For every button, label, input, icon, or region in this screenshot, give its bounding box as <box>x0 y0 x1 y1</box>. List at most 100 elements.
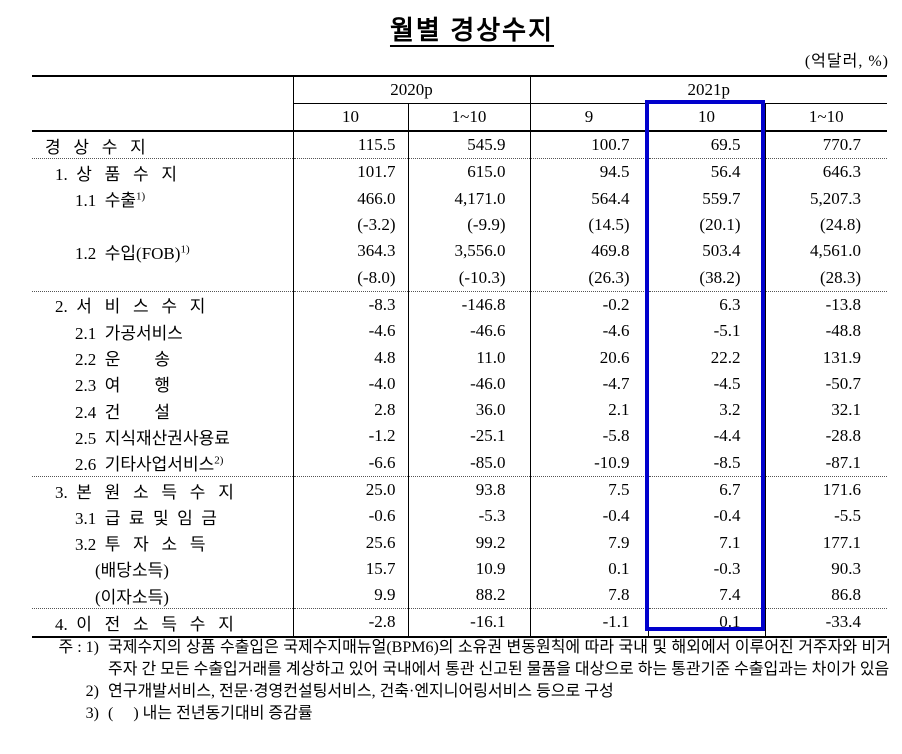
header-col-2021-9: 9 <box>530 103 649 132</box>
value-cell: -1.2 <box>293 423 409 450</box>
value-cell: -0.4 <box>530 503 649 530</box>
title-wrap: 월별 경상수지 <box>0 10 902 47</box>
value-cell: 22.2 <box>648 344 766 371</box>
table-row: 1. 상 품 수 지 101.7 615.0 94.5 56.4 646.3 <box>32 158 887 186</box>
value-cell: -50.7 <box>825 373 862 393</box>
value-cell: 36.0 <box>408 396 531 424</box>
value-cell: 7.4 <box>648 582 766 610</box>
value-cell: -25.1 <box>408 423 531 450</box>
value-cell: 101.7 <box>293 158 409 186</box>
table-row: (배당소득) 15.7 10.9 0.1 -0.3 90.3 <box>32 555 887 583</box>
row-label: 3.1 급 료 및 임 금 <box>32 503 294 530</box>
row-label: 2.5 지식재산권사용료 <box>32 423 294 450</box>
value-cell: 466.0 <box>293 185 409 212</box>
row-label: 2.2 운 송 <box>32 344 294 371</box>
table-row: 2.1 가공서비스 -4.6 -46.6 -4.6 -5.1 -48.8 <box>32 318 887 345</box>
value-cell: -1.1 <box>530 608 649 638</box>
value-cell: 90.3 <box>831 558 862 578</box>
value-cell: (24.8) <box>819 215 862 235</box>
table-row: (-8.0) (-10.3) (26.3) (38.2) (28.3) <box>32 264 888 292</box>
value-cell: -10.9 <box>530 449 649 477</box>
value-cell: 9.9 <box>293 582 409 610</box>
value-cell: 7.1 <box>648 529 766 556</box>
value-cell: -4.0 <box>293 370 409 397</box>
value-cell: 469.8 <box>530 238 649 265</box>
header-group-2021p: 2021p <box>530 76 888 104</box>
table-row: 1.1 수출1) 466.0 4,171.0 564.4 559.7 5,207.3 <box>32 185 887 212</box>
value-cell: 11.0 <box>408 344 531 371</box>
value-cell: 5,207.3 <box>810 188 862 208</box>
value-cell: -0.6 <box>293 503 409 530</box>
value-cell: -5.8 <box>530 423 649 450</box>
value-cell: 646.3 <box>822 162 862 182</box>
value-cell: 2.1 <box>530 396 649 424</box>
value-cell: 559.7 <box>648 185 766 212</box>
row-label: 2.4 건 설 <box>32 396 294 424</box>
value-cell: 6.7 <box>648 476 766 504</box>
value-cell: 3,556.0 <box>408 238 531 265</box>
value-cell: 94.5 <box>530 158 649 186</box>
table-row: (-3.2) (-9.9) (14.5) (20.1) (24.8) <box>32 211 887 239</box>
table-row: 2.6 기타사업서비스2) -6.6 -85.0 -10.9 -8.5 -87.1 <box>32 449 888 477</box>
value-cell: 7.5 <box>530 476 649 504</box>
footnotes: 주 : 1) 국제수지의 상품 수출입은 국제수지매뉴얼(BPM6)의 소유권 … <box>35 637 892 725</box>
row-label <box>32 211 294 239</box>
value-cell: 545.9 <box>408 131 531 160</box>
value-cell: 86.8 <box>765 582 888 610</box>
value-cell: 56.4 <box>648 158 766 186</box>
row-label: 4. 이 전 소 득 수 지 <box>32 608 294 638</box>
value-cell: (-10.3) <box>408 264 531 292</box>
value-cell: 7.8 <box>530 582 649 610</box>
balance-table: 2020p 2021p 10 1~10 9 10 1~10 경 상 수 지 11… <box>32 75 888 638</box>
row-label: 경 상 수 지 <box>32 131 294 160</box>
value-cell: -2.8 <box>293 608 409 638</box>
value-cell: 88.2 <box>408 582 531 610</box>
value-cell: -16.1 <box>408 608 531 638</box>
row-label: 1. 상 품 수 지 <box>32 158 294 186</box>
value-cell: 32.1 <box>831 400 862 420</box>
row-label: 2.6 기타사업서비스2) <box>32 449 294 477</box>
value-cell: 20.6 <box>530 344 649 371</box>
footnote-text: 국제수지의 상품 수출입은 국제수지매뉴얼(BPM6)의 소유권 변동원칙에 따… <box>108 639 891 678</box>
value-cell: -8.5 <box>648 449 766 477</box>
header-sub-row: 10 1~10 9 10 1~10 <box>32 103 888 132</box>
table-row: 2.5 지식재산권사용료 -1.2 -25.1 -5.8 -4.4 -28.8 <box>32 423 887 450</box>
value-cell: -6.6 <box>293 449 409 477</box>
value-cell: -5.1 <box>648 318 766 345</box>
value-cell: (38.2) <box>648 264 766 292</box>
value-cell: -85.0 <box>408 449 531 477</box>
table-row: (이자소득) 9.9 88.2 7.8 7.4 86.8 <box>32 582 888 610</box>
value-cell: 503.4 <box>648 238 766 265</box>
table-row: 2.4 건 설 2.8 36.0 2.1 3.2 32.1 <box>32 396 887 424</box>
header-group-2020p: 2020p <box>293 76 531 104</box>
page-title: 월별 경상수지 <box>389 16 555 45</box>
header-col-2020-1-10: 1~10 <box>408 103 531 132</box>
value-cell: (-3.2) <box>293 211 409 239</box>
table-row: 2.2 운 송 4.8 11.0 20.6 22.2 131.9 <box>32 344 887 371</box>
row-label: 2.3 여 행 <box>32 370 294 397</box>
row-label: (이자소득) <box>32 582 294 610</box>
value-cell: 4.8 <box>293 344 409 371</box>
value-cell: -46.6 <box>408 318 531 345</box>
value-cell: 4,561.0 <box>810 241 862 261</box>
table-row: 1.2 수입(FOB)1) 364.3 3,556.0 469.8 503.4 4,56… <box>32 238 887 265</box>
value-cell: -28.8 <box>825 426 862 446</box>
row-label: 1.2 수입(FOB)1) <box>32 238 294 265</box>
value-cell: 177.1 <box>822 532 862 552</box>
value-cell: -5.5 <box>834 506 862 526</box>
value-cell: 25.0 <box>293 476 409 504</box>
value-cell: 615.0 <box>408 158 531 186</box>
value-cell: (26.3) <box>530 264 649 292</box>
value-cell: -46.0 <box>408 370 531 397</box>
header-col-2021-1-10: 1~10 <box>765 103 888 132</box>
header-col-2020-10: 10 <box>293 103 409 132</box>
value-cell: -4.5 <box>648 370 766 397</box>
value-cell: 2.8 <box>293 396 409 424</box>
row-label <box>32 264 294 292</box>
value-cell: 115.5 <box>293 131 409 160</box>
value-cell: (20.1) <box>648 211 766 239</box>
value-cell: 93.8 <box>408 476 531 504</box>
table-row: 3.1 급 료 및 임 금 -0.6 -5.3 -0.4 -0.4 -5.5 <box>32 503 887 530</box>
table-row: 3. 본 원 소 득 수 지 25.0 93.8 7.5 6.7 171.6 <box>32 476 887 504</box>
